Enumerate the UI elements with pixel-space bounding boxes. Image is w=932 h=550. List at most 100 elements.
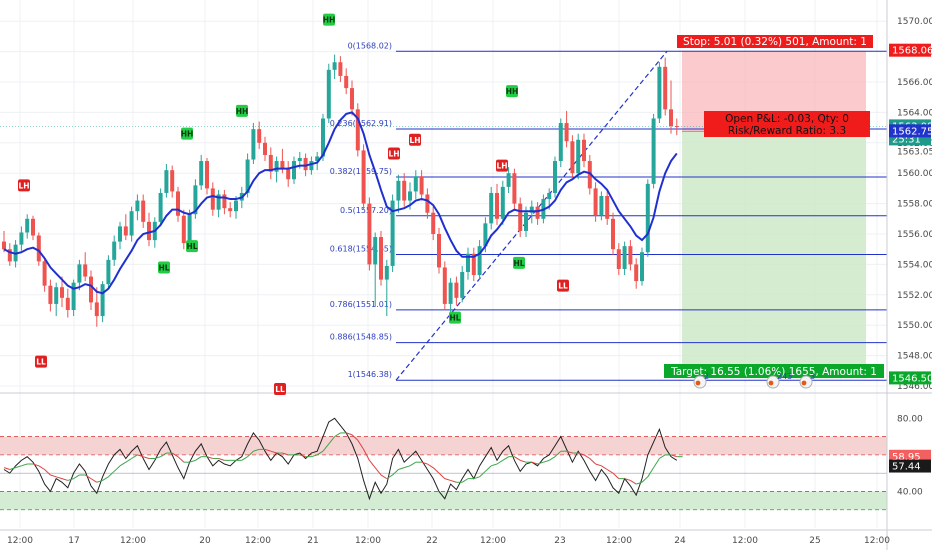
candle-body [263,142,267,155]
candle-body [48,285,53,304]
swing-label-box [158,261,170,274]
target-price-pill: 1546.50 [889,371,932,385]
candle-body [89,276,93,303]
stop-label-text: Stop: 5.01 (0.32%) 501, Amount: 1 [683,36,867,48]
rsi-signal-segment [392,469,399,476]
event-badge-count: 3 [810,372,815,381]
candle-body [2,241,6,250]
rsi-signal-pill-bg [889,449,931,463]
ma-line [3,111,678,295]
swing-label-text: HH [323,16,336,25]
candle-body [71,282,76,310]
candle-body [489,192,494,224]
swing-label-text: HL [158,263,169,272]
swing-label-hl: HL [158,261,170,274]
candle-body [344,75,349,89]
target-price-pill-text: 1546.50 [892,373,932,384]
candle-body [471,253,476,276]
time-tick-label: 22 [426,536,437,546]
rsi-signal-segment [21,463,28,467]
event-badge: 3 [799,372,815,389]
entry-price-pill: 1562.75 [889,124,932,138]
rsi-signal-segment [328,436,335,445]
candle-body [199,161,204,186]
rsi-signal-segment [473,476,480,480]
price-tick-label: 1564.00 [897,108,932,118]
candle-body [274,161,279,172]
swing-label-hh: HH [506,85,518,98]
fib-diagonal [395,50,668,381]
rsi-panel [0,417,887,511]
swing-label-lh: LH [388,147,400,160]
fib-level-label: 0(1568.02) [348,41,392,50]
price-tick-label: 1548.00 [897,352,932,362]
rsi-signal-segment [444,478,451,481]
swing-label-box [274,383,286,396]
rsi-signal-segment [566,450,573,454]
rsi-signal-segment [595,463,602,467]
candle-body [216,194,221,210]
rsi-signal-segment [398,467,405,470]
entry-price-pill-text: 1562.75 [892,126,932,137]
rsi-overbought-band [0,436,887,455]
time-tick-label: 25 [809,536,820,546]
event-badge-count: 243 [777,372,792,381]
stop-label-bg [677,35,873,48]
candle-body [135,200,140,212]
event-badge-count: 2 [704,372,709,381]
position-labels[interactable]: Stop: 5.01 (0.32%) 501, Amount: 1 Open P&… [664,35,884,378]
swing-label-ll: LL [274,383,286,396]
stop-label: Stop: 5.01 (0.32%) 501, Amount: 1 [677,35,873,48]
rsi-signal-segment [578,452,585,456]
candle-body [535,206,540,219]
swing-label-lh: LH [496,159,508,172]
candle-body [19,232,24,245]
event-badges[interactable]: 2 243 3 [693,372,815,389]
candle-body [112,241,117,260]
price-tick-label: 1546.00 [897,382,932,392]
candle-body [558,123,563,162]
time-tick-label: 12:00 [480,536,506,546]
rsi-signal-segment [346,432,353,436]
rsi-signal-segment [137,454,144,458]
candle-body [477,246,482,276]
fib-level-label: 0.5(1557.20) [340,206,392,215]
candle-body [164,170,169,193]
candle-body [257,129,262,143]
candle-body [315,156,320,162]
candle-body [622,246,627,269]
rsi-signal-segment [189,459,196,463]
rsi-signal-segment [363,449,370,461]
rsi-signal-segment [450,479,457,483]
target-label-bg [664,364,884,378]
rsi-signal-segment [102,476,109,481]
candle-body [176,191,180,216]
rsi-signal-segment [67,478,74,481]
candle-body [466,253,470,272]
swing-label-text: HL [513,259,524,268]
candle-body [106,259,111,285]
rsi-signal-segment [357,439,365,450]
candle-body [42,261,47,286]
rsi-signal-segment [421,461,428,465]
candle-body [408,191,412,201]
candle-body [437,234,441,268]
pnl-label-bg [704,111,870,137]
candle-body [390,200,395,266]
time-tick-label: 23 [554,536,565,546]
rsi-value-pill: 57.44 [889,459,931,473]
event-badge-dot [801,380,807,386]
rsi-signal-segment [537,461,544,465]
swing-label-hl: HL [186,240,198,253]
candle-body [524,212,528,231]
candle-body [326,69,331,119]
fib-level-label: 0.886(1548.85) [330,333,392,342]
candle-body [193,185,198,215]
candle-body [118,226,122,242]
candle-body [500,186,505,219]
swing-label-text: HL [186,242,197,251]
swing-label-hl: HL [513,256,525,269]
